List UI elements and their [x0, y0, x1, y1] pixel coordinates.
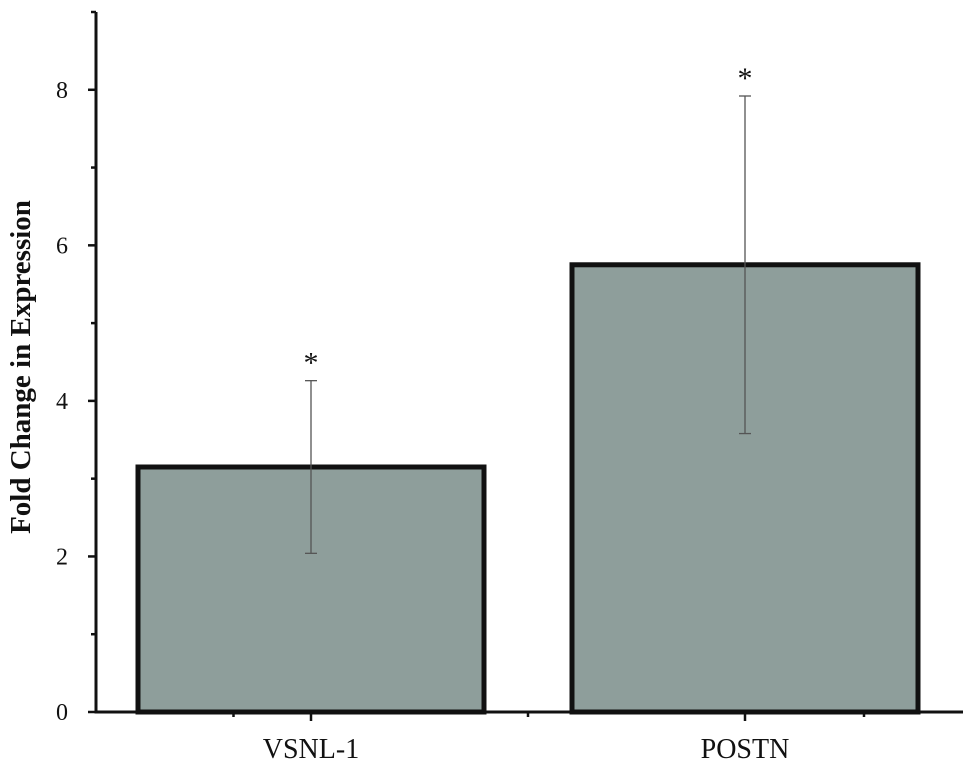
y-tick-label: 2	[56, 544, 68, 570]
labels-layer: * * 0 2 4 6 8 VSNL-1 POSTN	[56, 62, 789, 765]
significance-marker-vsnl-1: *	[304, 347, 319, 380]
significance-marker-postn: *	[738, 62, 753, 95]
x-category-label: POSTN	[701, 734, 790, 765]
error-bars-layer	[305, 95, 751, 554]
y-tick-label: 0	[56, 700, 68, 726]
y-tick-label: 6	[56, 233, 68, 259]
x-category-label: VSNL-1	[263, 734, 359, 765]
y-axis-label: Fold Change in Expression	[5, 200, 37, 534]
error-bar-postn	[739, 95, 751, 435]
y-tick-label: 4	[56, 389, 68, 415]
bars-layer	[135, 262, 921, 715]
y-tick-label: 8	[56, 78, 68, 104]
ticks-layer	[88, 10, 866, 721]
error-bar-vsnl-1	[305, 380, 317, 554]
